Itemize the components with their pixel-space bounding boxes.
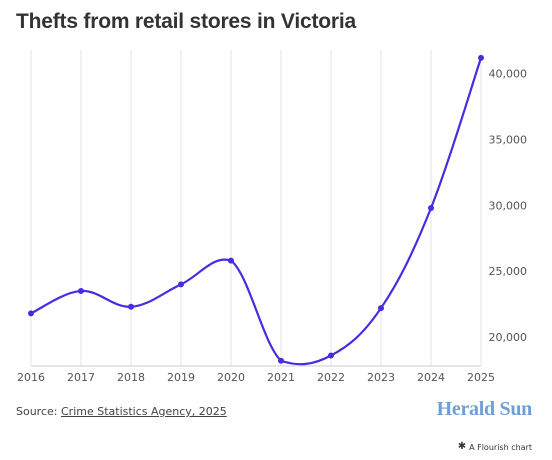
data-point	[128, 303, 134, 310]
data-point	[328, 352, 334, 359]
source-prefix: Source:	[16, 405, 61, 418]
data-point	[78, 287, 84, 294]
data-point	[178, 281, 184, 288]
y-tick-label: 20,000	[489, 331, 528, 344]
asterisk-icon: ✱	[457, 441, 467, 452]
source-note: Source: Crime Statistics Agency, 2025	[16, 405, 227, 418]
data-point	[428, 205, 434, 211]
x-tick-label: 2024	[417, 371, 445, 384]
data-point	[278, 357, 284, 364]
line-chart: 2016 2017 2018 2019 2020 2021 2022 2023 2024 2025…	[17, 50, 528, 384]
x-tick-label: 2017	[67, 371, 95, 384]
series-line	[29, 56, 483, 366]
data-point	[478, 54, 484, 61]
x-tick-label: 2023	[367, 371, 395, 384]
x-tick-label: 2020	[217, 371, 245, 384]
chart-title: Thefts from retail stores in Victoria	[16, 10, 356, 33]
data-point	[28, 310, 34, 317]
y-tick-label: 40,000	[489, 68, 528, 81]
data-point	[228, 257, 234, 264]
x-tick-label: 2018	[117, 371, 145, 384]
x-tick-label: 2022	[317, 371, 345, 384]
y-tick-label: 25,000	[489, 265, 528, 278]
flourish-credit-label: A Flourish chart	[469, 442, 532, 452]
x-tick-label: 2019	[167, 371, 195, 384]
x-tick-label: 2016	[17, 371, 45, 384]
x-tick-label: 2021	[267, 371, 295, 384]
y-tick-label: 30,000	[489, 199, 528, 212]
y-tick-label: 35,000	[489, 134, 528, 147]
x-tick-label: 2025	[467, 371, 495, 384]
herald-sun-logo: Herald Sun	[436, 398, 533, 420]
source-link[interactable]: Crime Statistics Agency, 2025	[60, 405, 227, 418]
flourish-credit[interactable]: ✱ A Flourish chart	[458, 442, 532, 452]
data-point	[378, 305, 384, 312]
